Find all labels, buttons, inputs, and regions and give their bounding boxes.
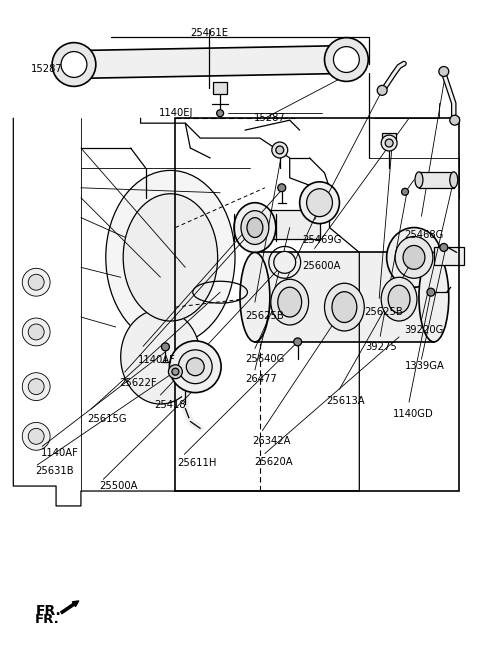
Text: 15287: 15287 [254,113,286,123]
Ellipse shape [120,309,200,404]
Bar [434,247,464,265]
Text: 25620A: 25620A [254,457,293,466]
Text: 25600A: 25600A [302,261,340,270]
Text: 39275: 39275 [365,342,397,352]
Ellipse shape [450,172,458,188]
Text: 1339GA: 1339GA [405,361,444,371]
Ellipse shape [324,283,364,331]
Bar [255,252,434,342]
Circle shape [22,269,50,296]
Circle shape [52,43,96,87]
Bar [382,133,396,143]
Bar [255,210,320,239]
Text: 25500A: 25500A [99,481,138,490]
Text: 26477: 26477 [245,375,276,384]
Circle shape [334,47,360,72]
Circle shape [161,343,169,351]
Circle shape [324,38,368,82]
Circle shape [402,188,408,195]
Text: 25468G: 25468G [405,230,444,240]
Circle shape [427,288,435,296]
Text: 25461E: 25461E [190,28,228,38]
Text: 25611H: 25611H [177,458,216,468]
Circle shape [216,110,224,116]
Circle shape [169,341,221,393]
Text: 1140GD: 1140GD [393,408,433,419]
Text: 1140AF: 1140AF [40,448,78,459]
Text: 15287: 15287 [31,65,63,74]
Text: 25631B: 25631B [36,466,74,476]
Text: FR.: FR. [35,613,60,626]
Text: 39220G: 39220G [405,325,444,335]
Circle shape [28,324,44,340]
Circle shape [61,52,87,78]
Polygon shape [76,46,344,78]
Ellipse shape [395,237,433,278]
Text: 25469G: 25469G [302,235,342,245]
Circle shape [172,368,179,375]
Text: 25640G: 25640G [245,354,284,364]
Text: 25622F: 25622F [120,378,157,388]
Circle shape [294,338,301,346]
Bar [419,172,454,188]
Circle shape [22,318,50,346]
Circle shape [439,67,449,76]
Ellipse shape [123,193,217,321]
Bar [213,82,227,94]
Text: 25613A: 25613A [326,396,364,406]
Text: 26342A: 26342A [252,435,290,446]
Ellipse shape [307,189,333,217]
Ellipse shape [387,228,441,287]
Circle shape [22,373,50,400]
Ellipse shape [240,252,270,342]
Circle shape [22,422,50,450]
Text: 25615G: 25615G [87,413,127,424]
Bar [175,118,459,491]
Ellipse shape [278,287,301,317]
Circle shape [168,365,182,378]
Circle shape [450,115,460,125]
Ellipse shape [381,278,417,321]
Ellipse shape [234,203,276,252]
Circle shape [381,135,397,151]
Text: 25625B: 25625B [364,307,403,317]
Circle shape [440,243,448,252]
Ellipse shape [388,285,410,313]
Text: FR.: FR. [36,604,62,619]
Circle shape [377,85,387,95]
Ellipse shape [332,292,357,322]
Circle shape [28,428,44,444]
Ellipse shape [403,245,425,269]
Ellipse shape [106,170,235,344]
Circle shape [28,274,44,291]
Ellipse shape [300,182,339,224]
Ellipse shape [271,280,309,325]
Text: 25418: 25418 [154,400,186,410]
Circle shape [179,350,212,384]
Ellipse shape [247,217,263,237]
Circle shape [28,378,44,395]
Text: 1140AF: 1140AF [137,355,175,365]
Ellipse shape [419,252,449,342]
Circle shape [276,146,284,154]
Ellipse shape [274,252,296,273]
Circle shape [385,139,393,147]
Text: 25625B: 25625B [245,311,284,321]
Circle shape [272,142,288,158]
Ellipse shape [241,211,269,245]
Circle shape [278,184,286,192]
Text: 1140EJ: 1140EJ [159,108,193,118]
Ellipse shape [415,172,423,188]
Circle shape [186,358,204,376]
